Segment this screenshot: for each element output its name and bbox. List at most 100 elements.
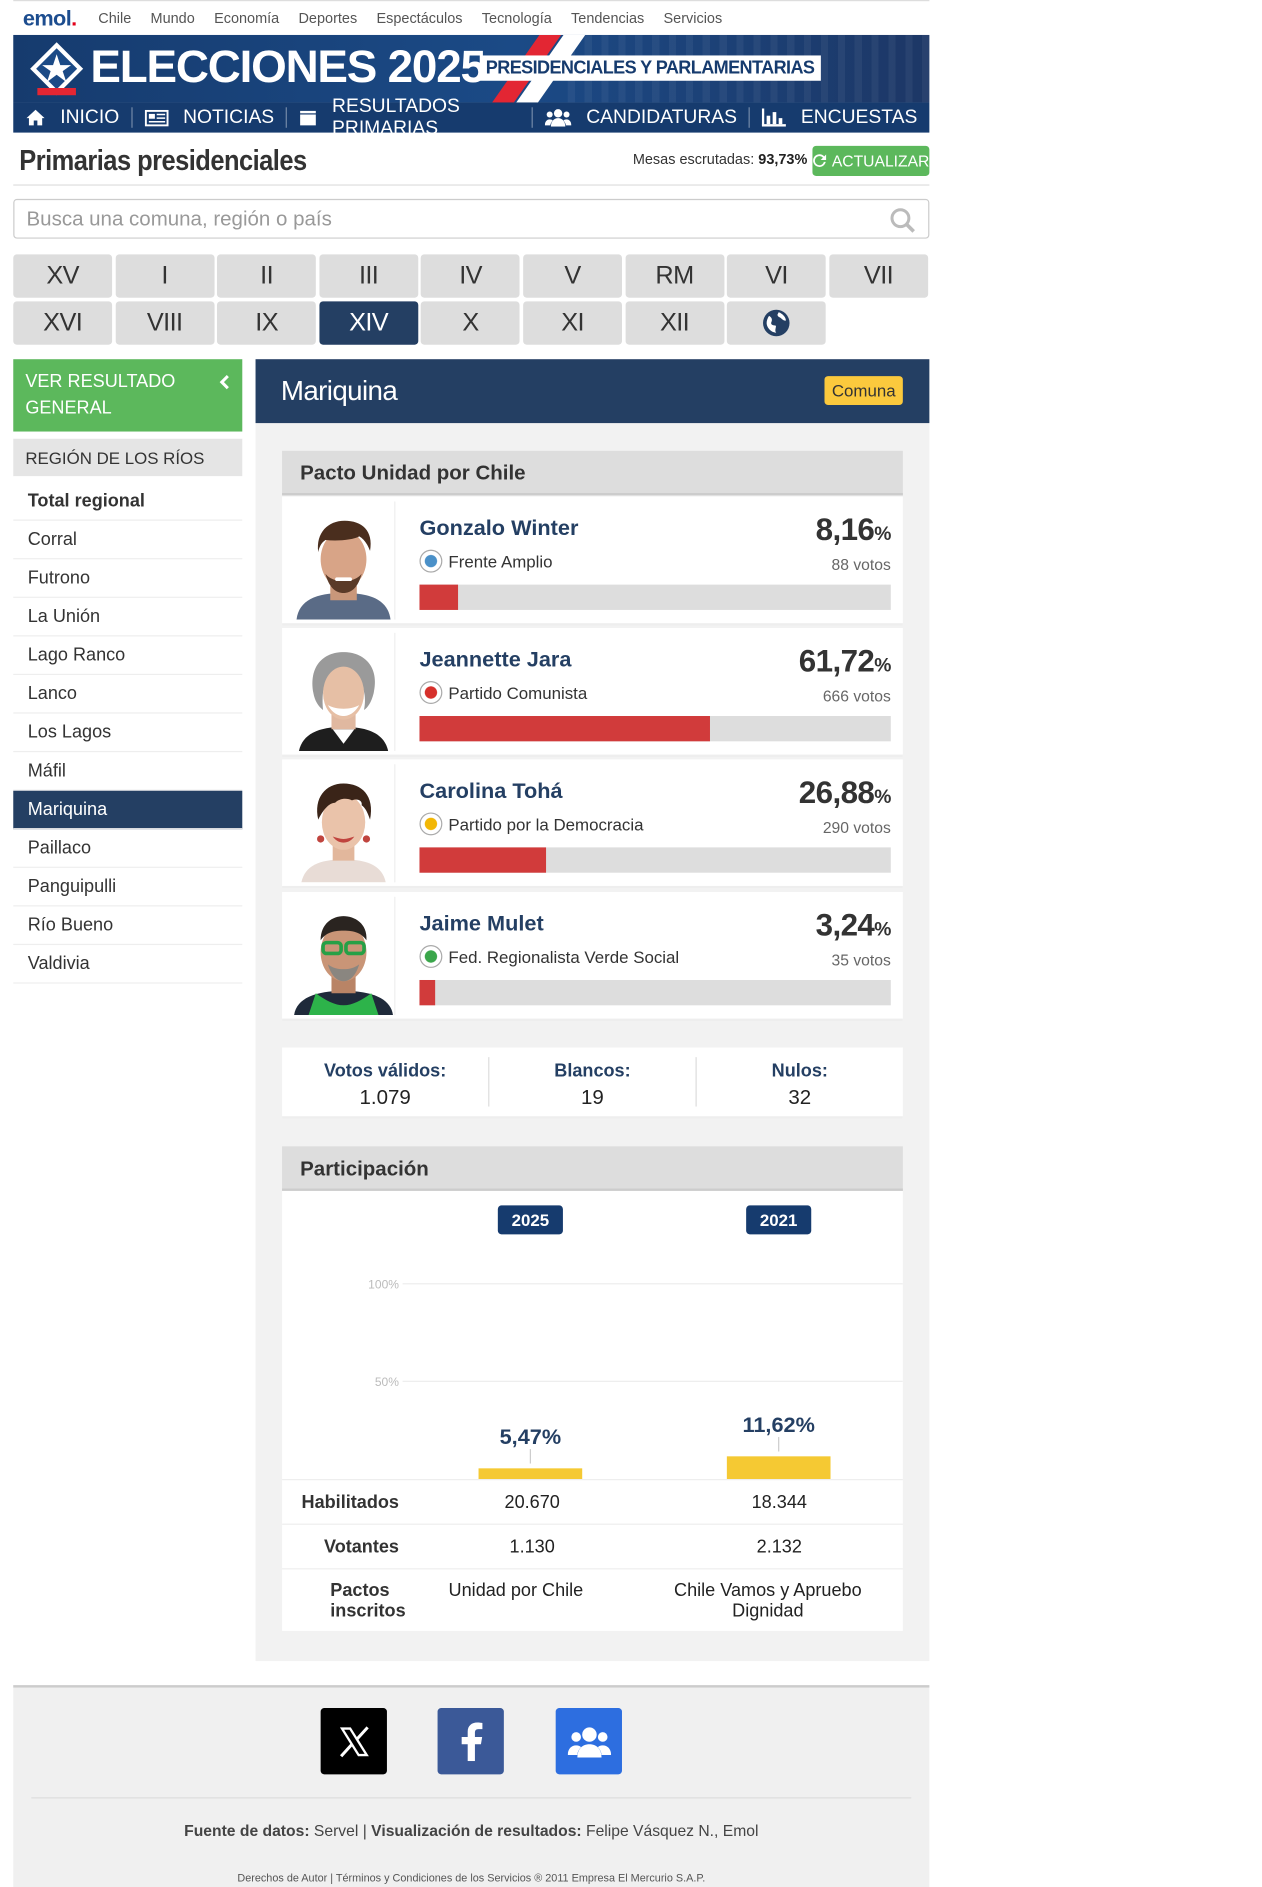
party-name: Fed. Regionalista Verde Social bbox=[448, 946, 680, 967]
region-button-i[interactable]: I bbox=[115, 254, 215, 298]
participation-2025-value: Unidad por Chile bbox=[448, 1580, 584, 1601]
candidate-percentage: 26,88% bbox=[799, 774, 892, 811]
facebook-share-button[interactable] bbox=[437, 1708, 504, 1775]
region-button-xv[interactable]: XV bbox=[13, 254, 113, 298]
emol-logo[interactable]: emol. bbox=[22, 5, 77, 30]
candidate-percentage: 3,24% bbox=[816, 906, 892, 943]
comuna-item[interactable]: Mariquina bbox=[13, 790, 243, 830]
refresh-button[interactable]: ACTUALIZAR bbox=[812, 145, 930, 176]
participation-row-label: Habilitados bbox=[301, 1492, 399, 1513]
comuna-item[interactable]: Río Bueno bbox=[13, 906, 243, 946]
total-value: 1.079 bbox=[359, 1086, 411, 1109]
comuna-item[interactable]: Corral bbox=[13, 521, 243, 560]
view-general-line2: GENERAL bbox=[25, 397, 112, 419]
top-nav-link[interactable]: Espectáculos bbox=[376, 9, 463, 27]
place-name: Mariquina bbox=[280, 374, 398, 407]
elections-banner[interactable]: ELECCIONES 2025 PRESIDENCIALES Y PARLAME… bbox=[13, 34, 930, 103]
candidate-photo bbox=[291, 764, 396, 883]
party-name: Partido Comunista bbox=[448, 682, 588, 703]
menu-item-encuestas[interactable]: ENCUESTAS bbox=[750, 107, 929, 127]
region-button-xvi[interactable]: XVI bbox=[13, 301, 113, 345]
participation-chart-svg: 100% 50% 2025 5,47% 2021 11,62% bbox=[368, 1205, 903, 1480]
candidate-card: Jaime Mulet Fed. Regionalista Verde Socia… bbox=[282, 891, 903, 1021]
comuna-item[interactable]: Futrono bbox=[13, 559, 243, 598]
comuna-item[interactable]: La Unión bbox=[13, 598, 243, 637]
region-button-iv[interactable]: IV bbox=[421, 254, 520, 298]
comuna-item[interactable]: Paillaco bbox=[13, 829, 243, 868]
region-button-xiv[interactable]: XIV bbox=[319, 301, 419, 345]
pact-title: Pacto Unidad por Chile bbox=[282, 450, 903, 496]
main-menu: INICIO NOTICIAS RESULTADOS PRIMARIAS CANDID… bbox=[13, 96, 930, 138]
menu-item-label: INICIO bbox=[60, 106, 120, 128]
year-badge bbox=[497, 1205, 563, 1235]
users-icon bbox=[545, 108, 579, 127]
candidate-votes: 290 votos bbox=[822, 818, 891, 837]
top-nav-link[interactable]: Tendencias bbox=[571, 9, 645, 27]
newspaper-icon bbox=[144, 109, 176, 126]
top-nav-link[interactable]: Mundo bbox=[150, 9, 195, 27]
region-button-x[interactable]: X bbox=[421, 301, 520, 345]
vote-totals: Votos válidos: 1.079 Blancos: 19 Nulos: 32 bbox=[282, 1047, 903, 1119]
banner-subtitle: PRESIDENCIALES Y PARLAMENTARIAS bbox=[479, 55, 821, 81]
refresh-icon bbox=[813, 154, 827, 167]
menu-item-noticias[interactable]: NOTICIAS bbox=[132, 107, 288, 128]
facebook-icon bbox=[461, 1721, 482, 1761]
search-icon[interactable] bbox=[890, 207, 917, 234]
region-button-viii[interactable]: VIII bbox=[115, 301, 215, 345]
refresh-label: ACTUALIZAR bbox=[831, 151, 930, 170]
participation-2025-value: 1.130 bbox=[509, 1536, 555, 1558]
region-button-vii[interactable]: VII bbox=[829, 254, 928, 298]
globe-icon bbox=[763, 309, 790, 337]
region-button-v[interactable]: V bbox=[523, 254, 622, 298]
footer-divider bbox=[31, 1797, 912, 1799]
comuna-item[interactable]: Los Lagos bbox=[13, 714, 243, 753]
x-icon bbox=[339, 1725, 369, 1757]
region-button-iii[interactable]: III bbox=[319, 254, 419, 298]
bar-chart-icon bbox=[762, 108, 793, 127]
comuna-item[interactable]: Valdivia bbox=[13, 945, 243, 984]
comuna-item[interactable]: Panguipulli bbox=[13, 868, 243, 907]
region-button-rm[interactable]: RM bbox=[625, 254, 724, 298]
community-button[interactable] bbox=[555, 1708, 622, 1775]
participation-row: Habilitados 20.670 18.344 bbox=[282, 1479, 903, 1524]
comuna-item[interactable]: Total regional bbox=[13, 482, 243, 521]
top-nav-link[interactable]: Tecnología bbox=[481, 9, 552, 27]
menu-item-candidaturas[interactable]: CANDIDATURAS bbox=[533, 107, 751, 128]
party-logo-icon bbox=[419, 945, 443, 968]
top-nav-link[interactable]: Servicios bbox=[663, 9, 723, 27]
candidate-party: Partido por la Democracia bbox=[419, 812, 644, 836]
region-button-xi[interactable]: XI bbox=[523, 301, 622, 345]
candidate-percentage: 61,72% bbox=[798, 642, 892, 679]
comuna-item[interactable]: Lago Ranco bbox=[13, 636, 243, 676]
y-tick-label: 50% bbox=[375, 1375, 399, 1389]
percentage-symbol: % bbox=[874, 787, 891, 808]
vote-share-bar bbox=[419, 847, 891, 873]
region-button-vi[interactable]: VI bbox=[727, 254, 826, 298]
year-label: 2021 bbox=[760, 1211, 798, 1230]
region-button-ix[interactable]: IX bbox=[217, 301, 317, 345]
total-value: 19 bbox=[581, 1086, 604, 1109]
menu-item-inicio[interactable]: INICIO bbox=[13, 106, 133, 128]
search-box bbox=[13, 198, 930, 239]
candidate-name: Jeannette Jara bbox=[419, 647, 572, 672]
candidate-card: Jeannette Jara Partido Comunista 61,72% 666… bbox=[282, 628, 903, 757]
vote-share-bar bbox=[419, 979, 891, 1006]
comuna-item[interactable]: Máfil bbox=[13, 752, 243, 791]
top-nav-link[interactable]: Chile bbox=[98, 9, 132, 27]
region-button-xii[interactable]: XII bbox=[625, 301, 724, 345]
menu-item-resultados-primarias[interactable]: RESULTADOS PRIMARIAS bbox=[287, 96, 534, 138]
comuna-item[interactable]: Lanco bbox=[13, 675, 243, 714]
top-nav-link[interactable]: Economía bbox=[214, 9, 280, 27]
year-badge bbox=[746, 1205, 812, 1235]
region-button-world[interactable] bbox=[727, 301, 826, 345]
community-icon bbox=[567, 1726, 611, 1757]
search-input[interactable] bbox=[26, 206, 859, 231]
percentage-value: 61,72 bbox=[798, 642, 875, 679]
participation-chart: 100% 50% 2025 5,47% 2021 11,62% bbox=[282, 1190, 903, 1480]
participation-2021-value: 18.344 bbox=[751, 1492, 807, 1513]
region-button-ii[interactable]: II bbox=[217, 254, 317, 298]
top-nav-link[interactable]: Deportes bbox=[298, 9, 358, 27]
view-general-result-button[interactable]: VER RESULTADO GENERAL bbox=[13, 359, 243, 432]
participation-value-label: 5,47% bbox=[500, 1424, 562, 1449]
x-share-button[interactable] bbox=[320, 1708, 387, 1775]
